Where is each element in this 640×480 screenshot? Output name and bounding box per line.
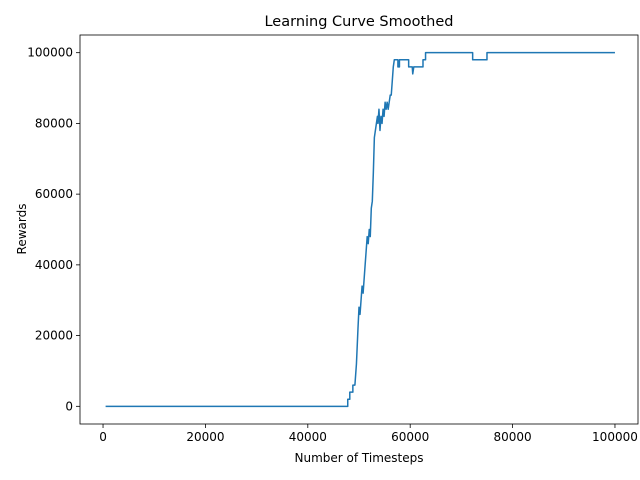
x-tick-label: 40000 xyxy=(289,430,327,444)
axis-ticks: 0 20000 40000 60000 80000 100000 0 20000 40000 60… xyxy=(27,46,638,444)
y-axis-label: Rewards xyxy=(15,204,29,255)
x-tick-label: 100000 xyxy=(592,430,638,444)
y-tick-label: 40000 xyxy=(35,258,73,272)
series-line-0 xyxy=(105,51,615,408)
y-tick-label: 0 xyxy=(65,399,73,413)
chart-title: Learning Curve Smoothed xyxy=(264,14,453,30)
y-tick-label: 100000 xyxy=(27,46,73,60)
x-tick-label: 0 xyxy=(99,430,107,444)
plot-frame xyxy=(79,34,639,425)
y-tick-label: 20000 xyxy=(35,329,73,343)
y-tick-label: 60000 xyxy=(35,187,73,201)
y-tick-label: 80000 xyxy=(35,116,73,130)
x-axis-label: Number of Timesteps xyxy=(295,451,424,465)
x-tick-label: 80000 xyxy=(493,430,531,444)
x-tick-label: 60000 xyxy=(391,430,429,444)
x-tick-label: 20000 xyxy=(186,430,224,444)
plot-area xyxy=(105,51,615,408)
